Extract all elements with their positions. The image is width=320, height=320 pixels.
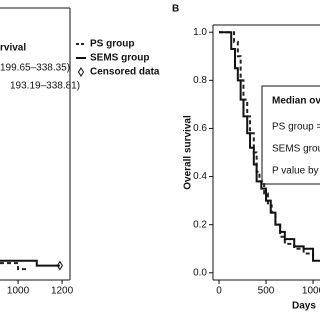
survival-curve [219, 31, 320, 262]
annotation: SEMS group [272, 144, 320, 155]
annotation-box [261, 85, 320, 185]
legend-label: SEMS group [90, 53, 149, 64]
annotation: PS group = [272, 122, 320, 133]
x-tick-label: 1200 [51, 286, 74, 297]
annotation: rvival [0, 43, 26, 54]
panel-label: B [172, 4, 179, 15]
x-tick-label: 1000 [302, 286, 320, 297]
y-tick-label: 1.0 [193, 27, 207, 38]
x-axis-label: Days [292, 301, 316, 312]
y-tick-label: 0.8 [193, 75, 207, 86]
x-tick-label: 500 [258, 286, 275, 297]
survival-curve [0, 262, 27, 271]
y-tick-label: 0.6 [193, 123, 207, 134]
y-tick-label: 0.2 [193, 219, 207, 230]
censored-marker [56, 260, 63, 271]
x-tick-label: 0 [216, 286, 222, 297]
legend-label: PS group [90, 39, 134, 50]
legend-marker [77, 67, 85, 77]
y-axis-label: Overall survival [183, 115, 194, 190]
annotation: 193.19–338.81) [10, 81, 80, 92]
annotation: 199.65–338.35) [0, 63, 70, 74]
x-tick-label: 1000 [7, 286, 30, 297]
y-tick-label: 0.4 [193, 171, 207, 182]
annotation: P value by L [272, 166, 320, 177]
y-tick-label: 0.0 [193, 267, 207, 278]
survival-curve [0, 259, 60, 267]
legend-label: Censored data [90, 67, 160, 78]
annotation: Median ov [272, 96, 320, 107]
